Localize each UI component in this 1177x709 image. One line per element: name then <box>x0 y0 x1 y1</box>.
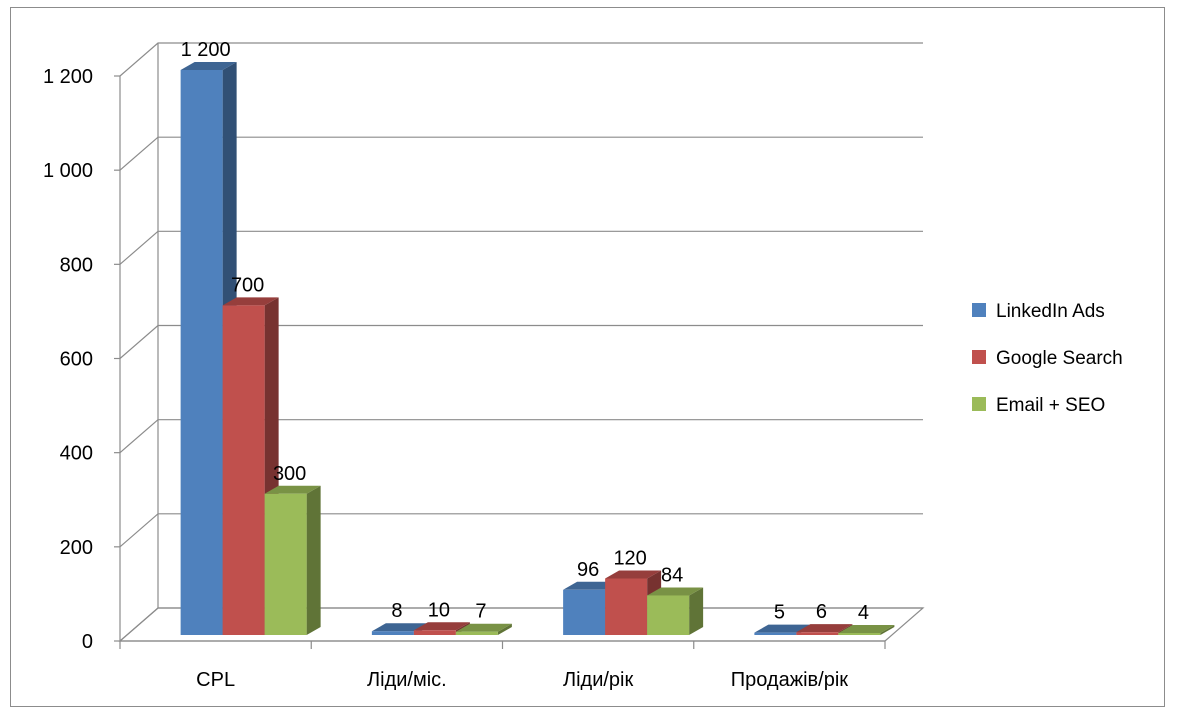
data-label: 8 <box>391 600 402 622</box>
x-tick-label: Ліди/рік <box>563 669 634 691</box>
legend-label: LinkedIn Ads <box>996 301 1105 322</box>
legend-label: Email + SEO <box>996 395 1105 416</box>
data-label: 700 <box>231 274 264 296</box>
y-tick-label: 0 <box>82 631 93 653</box>
y-tick-label: 1 200 <box>43 66 93 88</box>
bar <box>605 579 647 636</box>
data-label: 4 <box>858 602 869 624</box>
bars <box>181 62 895 635</box>
legend-label: Google Search <box>996 348 1123 369</box>
data-label: 300 <box>273 463 306 485</box>
x-tick-label: Продажів/рік <box>731 669 849 691</box>
x-axis-ticks: CPL Ліди/міс. Ліди/рік Продажів/рік <box>120 641 885 691</box>
legend-swatch <box>972 350 986 364</box>
y-tick-label: 200 <box>60 537 93 559</box>
bar <box>265 494 307 635</box>
bar <box>372 631 414 635</box>
data-label: 7 <box>475 601 486 623</box>
bar <box>181 70 223 635</box>
data-label: 120 <box>613 548 646 570</box>
bar <box>563 590 605 635</box>
bar <box>414 630 456 635</box>
bar <box>456 632 498 635</box>
x-tick-label: Ліди/міс. <box>367 669 447 691</box>
legend-swatch <box>972 303 986 317</box>
bar-side <box>689 587 703 635</box>
y-tick-label: 800 <box>60 254 93 276</box>
data-label: 84 <box>661 564 683 586</box>
gridline <box>120 137 923 170</box>
data-label: 1 200 <box>181 39 231 61</box>
bar <box>647 595 689 635</box>
gridline <box>120 231 923 264</box>
y-tick-label: 1 000 <box>43 160 93 182</box>
data-label: 5 <box>774 602 785 624</box>
bar <box>223 305 265 635</box>
bar <box>838 633 880 635</box>
legend-swatch <box>972 397 986 411</box>
bar-side <box>307 486 321 635</box>
x-tick-label: CPL <box>196 669 235 691</box>
bar <box>754 633 796 635</box>
data-label: 10 <box>428 599 450 621</box>
y-tick-label: 400 <box>60 443 93 465</box>
data-label: 96 <box>577 559 599 581</box>
y-axis-ticks: 0 200 400 600 800 1 000 1 200 <box>43 66 120 653</box>
bar <box>796 632 838 635</box>
y-tick-label: 600 <box>60 349 93 371</box>
data-label: 6 <box>816 601 827 623</box>
legend: LinkedIn Ads Google Search Email + SEO <box>972 301 1123 416</box>
gridline <box>120 43 923 76</box>
